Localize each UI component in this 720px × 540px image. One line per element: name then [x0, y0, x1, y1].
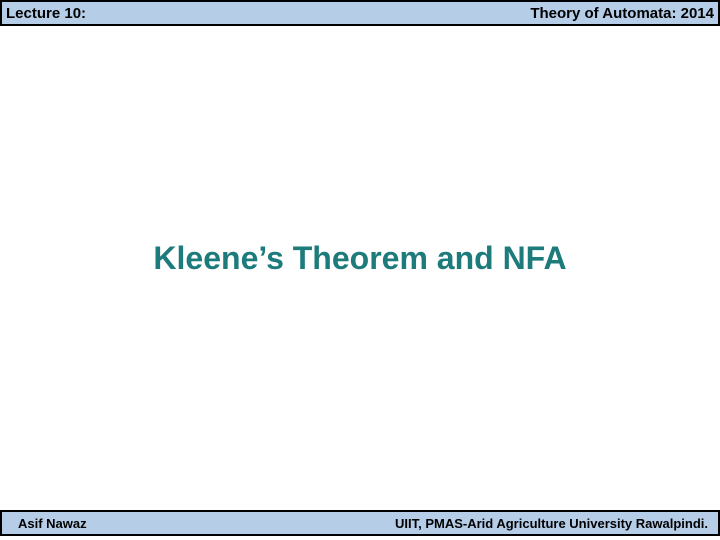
slide: Lecture 10: Theory of Automata: 2014 Kle…	[0, 0, 720, 540]
header-right: Theory of Automata: 2014	[530, 5, 714, 22]
header-bar: Lecture 10: Theory of Automata: 2014	[0, 0, 720, 26]
footer-right: UIIT, PMAS-Arid Agriculture University R…	[395, 516, 708, 531]
header-left: Lecture 10:	[6, 5, 86, 22]
footer-left: Asif Nawaz	[18, 516, 87, 531]
footer-bar: Asif Nawaz UIIT, PMAS-Arid Agriculture U…	[0, 510, 720, 536]
page-title: Kleene’s Theorem and NFA	[0, 240, 720, 277]
